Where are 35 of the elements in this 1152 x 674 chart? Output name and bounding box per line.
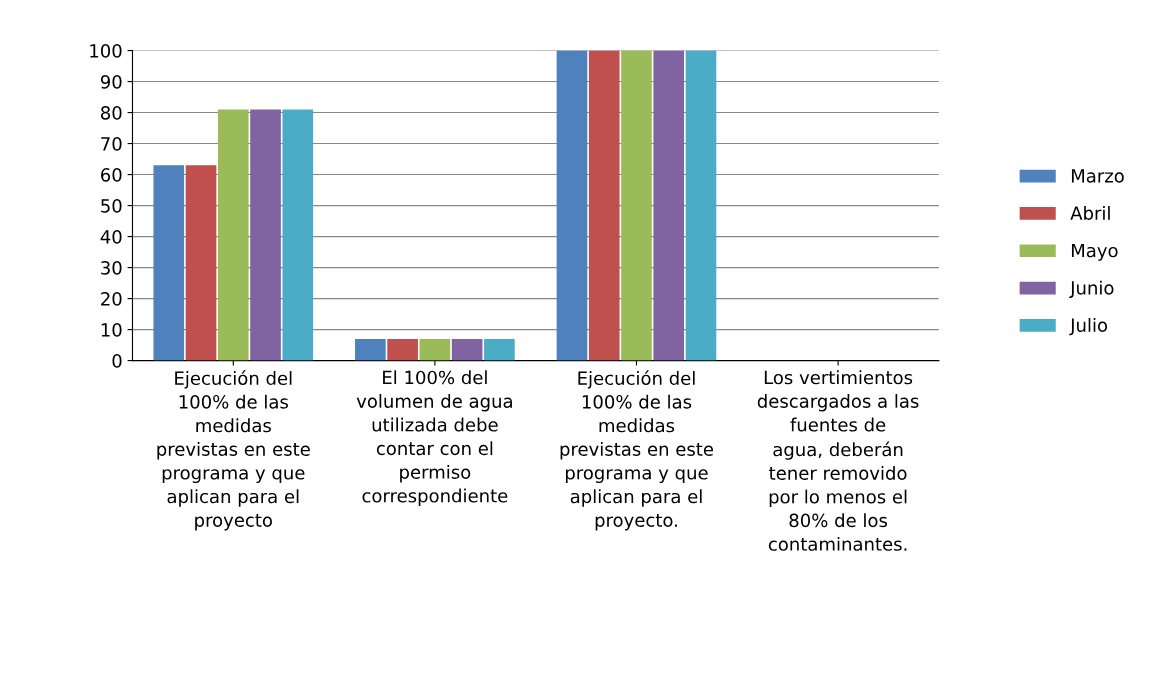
bar <box>653 50 685 361</box>
y-tick-label: 90 <box>100 75 122 89</box>
y-tick-label: 60 <box>101 168 122 182</box>
bar <box>185 165 217 361</box>
y-tick-label: 40 <box>100 230 122 244</box>
bar <box>217 109 249 361</box>
y-tick-label: 70 <box>101 137 122 151</box>
bar <box>588 50 620 361</box>
legend-label: Junio <box>1069 280 1114 299</box>
bar <box>153 165 185 361</box>
y-tick-label: 50 <box>101 199 122 213</box>
bar <box>621 50 652 361</box>
bar <box>355 338 386 361</box>
bar <box>419 338 451 361</box>
y-tick-label: 20 <box>101 292 122 306</box>
bar <box>556 50 588 361</box>
x-tick-label: Los vertimientos descargados a las fuentes de agua, deberán tener removido por lo menos el 80% de los contaminantes. <box>757 370 919 551</box>
x-tick-label: El 100% del volumen de agua utilizada debe contar con el permiso correspondiente <box>356 370 512 507</box>
y-tick-label: 100 <box>90 44 122 58</box>
legend-label: Marzo <box>1071 169 1124 183</box>
y-tick-label: 80 <box>101 106 122 120</box>
legend-label: Abril <box>1070 206 1110 220</box>
y-tick-label: 0 <box>112 354 122 368</box>
y-tick-label: 10 <box>101 323 122 337</box>
legend-label: Mayo <box>1071 243 1118 261</box>
bar <box>387 338 418 361</box>
x-tick-label: Ejecución del 100% de las medidas previstas en este programa y que aplican para el proyecto. <box>560 370 714 531</box>
y-tick-label: 30 <box>101 261 122 275</box>
bar <box>685 50 717 361</box>
bar <box>484 338 515 361</box>
x-tick-label: Ejecución del 100% de las medidas previstas en este programa y que aplican para el proyecto <box>157 370 310 531</box>
legend-label: Julio <box>1069 318 1108 336</box>
bar <box>451 338 483 361</box>
bar <box>282 109 314 361</box>
bar <box>250 109 281 361</box>
